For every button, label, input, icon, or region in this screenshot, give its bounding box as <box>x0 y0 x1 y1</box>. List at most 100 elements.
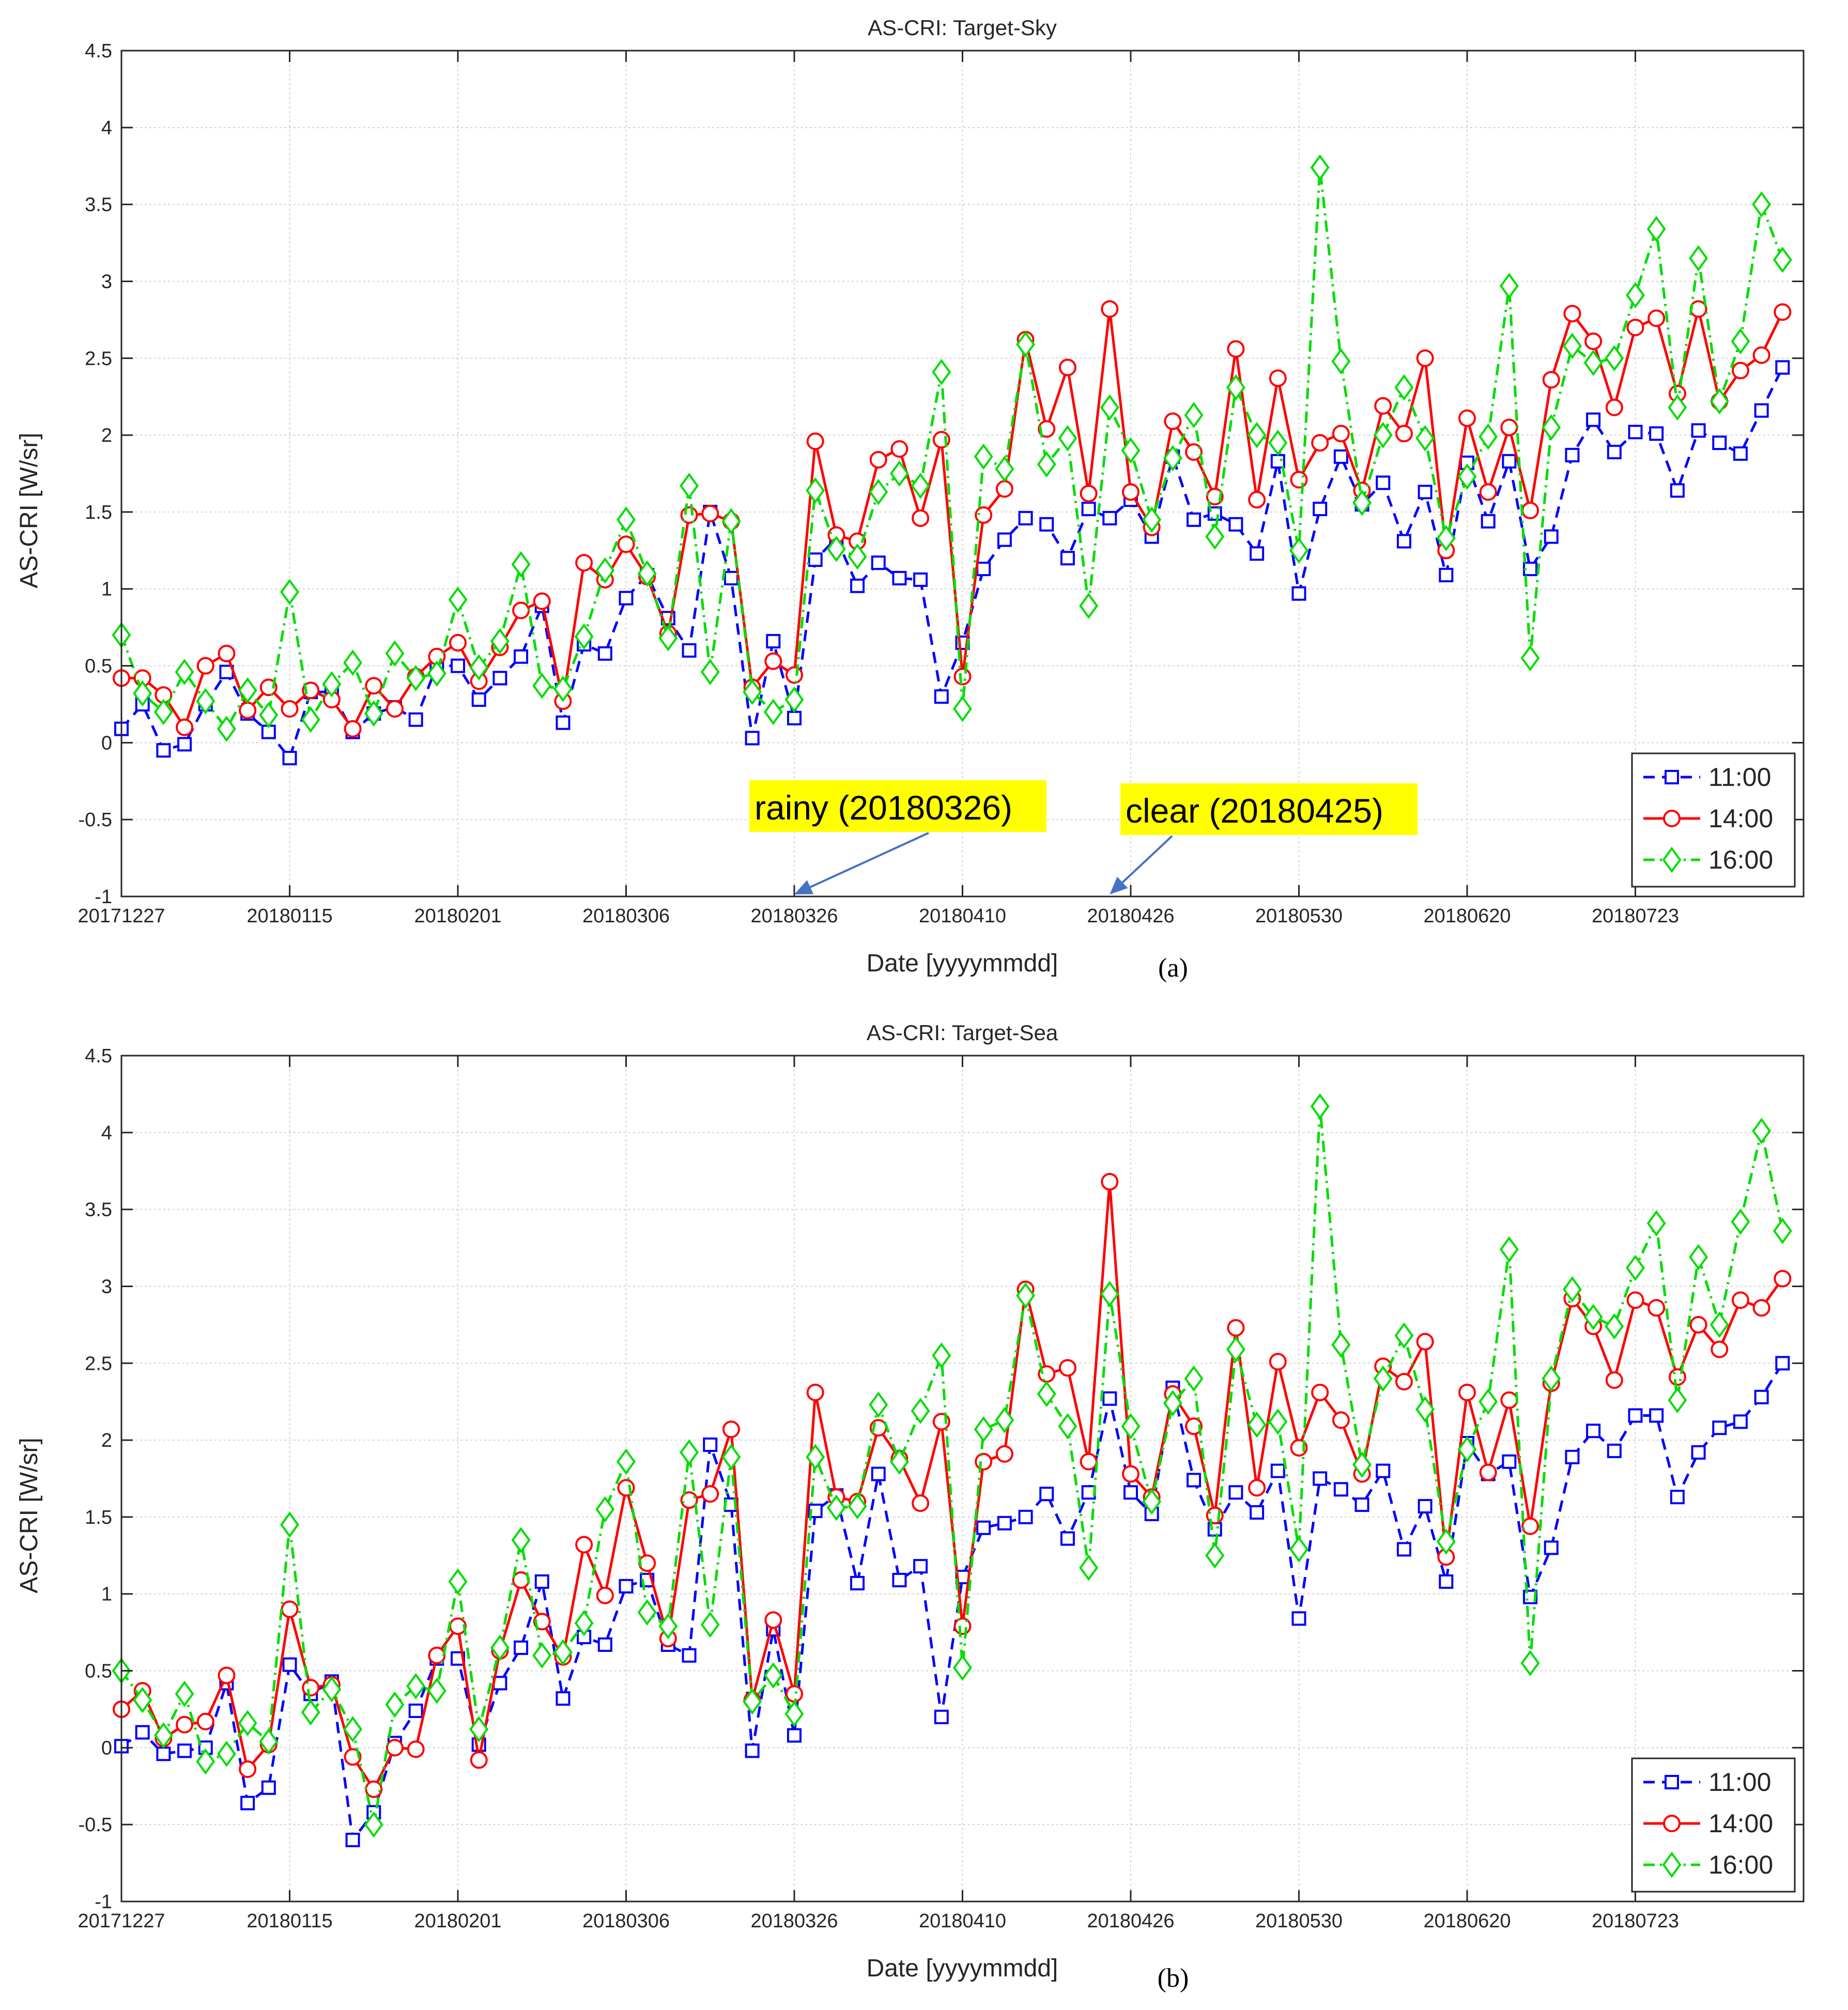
data-point <box>1164 412 1182 430</box>
data-point <box>1479 1388 1498 1415</box>
data-point <box>995 480 1013 498</box>
data-point <box>1752 191 1772 218</box>
data-point <box>595 557 615 584</box>
data-point <box>995 1406 1014 1433</box>
data-point <box>451 658 465 673</box>
data-point <box>408 1703 423 1718</box>
y-tick-label: 2.5 <box>85 348 112 369</box>
data-point <box>1226 374 1245 401</box>
legend-entry: 16:00 <box>1708 1850 1773 1879</box>
data-point <box>1439 1574 1454 1589</box>
data-point <box>1731 362 1749 380</box>
data-point <box>995 1445 1013 1463</box>
y-tick-label: 2 <box>101 1430 112 1451</box>
data-point <box>1458 409 1476 427</box>
data-point <box>449 633 467 652</box>
data-point <box>1268 1408 1288 1435</box>
data-point <box>1374 397 1392 415</box>
data-point <box>619 591 634 606</box>
data-point <box>975 1452 993 1471</box>
x-tick-label: 20180306 <box>582 905 670 927</box>
data-point <box>932 1342 951 1369</box>
data-point <box>1185 1417 1203 1435</box>
y-tick-label: 2 <box>101 425 112 446</box>
data-point <box>723 570 738 585</box>
data-point <box>1058 425 1077 452</box>
data-point <box>1058 1359 1076 1377</box>
legend-swatch-marker <box>1662 846 1682 873</box>
data-point <box>1689 1244 1708 1271</box>
data-point <box>1502 454 1517 469</box>
data-point <box>153 699 173 725</box>
legend-swatch-marker <box>1665 1775 1679 1789</box>
annotation-highlight <box>749 780 1046 832</box>
data-point <box>1100 1280 1119 1307</box>
data-point <box>1733 446 1748 461</box>
data-point <box>1418 485 1433 500</box>
legend-entry: 14:00 <box>1708 1809 1773 1838</box>
y-tick-label: 1 <box>101 1584 112 1605</box>
data-point <box>1081 501 1096 516</box>
data-point <box>471 692 486 707</box>
data-point <box>1039 517 1054 532</box>
data-point <box>1268 429 1288 456</box>
data-point <box>1436 1528 1456 1555</box>
data-point <box>1205 1542 1225 1569</box>
data-point <box>239 1760 257 1779</box>
y-tick-label: 2.5 <box>85 1353 112 1374</box>
x-tick-label: 20180620 <box>1423 905 1511 927</box>
data-point <box>911 472 930 499</box>
data-point <box>1247 1411 1267 1438</box>
data-point <box>637 1599 657 1626</box>
data-point <box>1542 1365 1561 1392</box>
data-point <box>469 654 489 681</box>
data-point <box>1038 420 1056 438</box>
data-point <box>218 644 236 662</box>
data-point <box>1752 1299 1770 1317</box>
data-point <box>302 1679 320 1697</box>
y-tick-label: 4.5 <box>85 1045 112 1067</box>
data-point <box>974 443 993 470</box>
data-point <box>1248 491 1266 509</box>
annotation-text: rainy (20180326) <box>754 788 1012 827</box>
data-point <box>1185 443 1203 461</box>
data-point <box>617 535 635 553</box>
data-point <box>533 592 551 610</box>
data-point <box>1542 370 1560 389</box>
data-point <box>427 660 446 687</box>
data-point <box>1270 454 1285 469</box>
data-point <box>1102 1391 1117 1406</box>
y-tick-label: -0.5 <box>79 809 112 831</box>
data-point <box>176 1715 194 1734</box>
data-point <box>1187 512 1202 527</box>
data-point <box>869 451 887 469</box>
y-tick-label: 3.5 <box>85 1199 112 1221</box>
data-point <box>282 1657 297 1672</box>
data-point <box>1100 394 1119 421</box>
data-point <box>934 689 949 704</box>
data-point <box>1754 1389 1769 1404</box>
annotation-clear: clear (20180425) <box>1110 783 1418 894</box>
data-point <box>1205 523 1225 550</box>
data-point <box>532 672 552 699</box>
data-point <box>1563 304 1581 322</box>
data-point <box>1121 437 1141 464</box>
data-point <box>1731 1209 1750 1235</box>
data-point <box>1081 1485 1096 1500</box>
data-point <box>1122 1465 1139 1483</box>
data-point <box>133 680 152 707</box>
data-point <box>302 682 320 700</box>
data-point <box>1311 1383 1329 1401</box>
data-point <box>722 1420 740 1439</box>
legend-swatch-marker <box>1665 770 1679 784</box>
data-point <box>764 652 782 670</box>
data-point <box>259 1728 279 1755</box>
data-point <box>1250 546 1265 561</box>
data-point <box>1018 1509 1033 1524</box>
y-tick-label: -0.5 <box>79 1814 112 1836</box>
data-point <box>156 1746 171 1761</box>
y-tick-label: -1 <box>95 1891 112 1913</box>
data-point <box>934 1709 949 1724</box>
data-point <box>553 675 573 702</box>
data-point <box>976 562 991 577</box>
